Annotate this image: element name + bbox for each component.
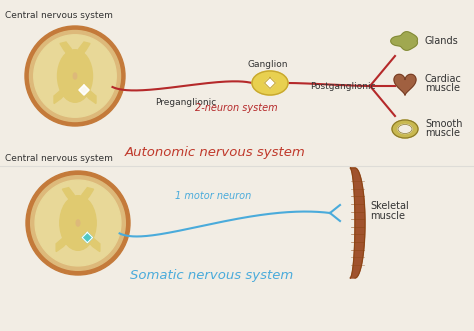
Ellipse shape xyxy=(31,176,125,270)
Text: Postganglionic: Postganglionic xyxy=(310,82,375,91)
Ellipse shape xyxy=(29,30,120,121)
Ellipse shape xyxy=(35,180,121,266)
Text: Glands: Glands xyxy=(425,36,459,46)
Polygon shape xyxy=(391,32,418,50)
Text: Autonomic nervous system: Autonomic nervous system xyxy=(125,146,306,159)
Text: 2-neuron system: 2-neuron system xyxy=(195,103,278,113)
Text: Preganglionic: Preganglionic xyxy=(155,98,216,107)
Text: muscle: muscle xyxy=(370,211,405,221)
Ellipse shape xyxy=(392,120,418,138)
Polygon shape xyxy=(54,85,70,104)
Ellipse shape xyxy=(73,73,77,79)
Polygon shape xyxy=(350,168,365,278)
Polygon shape xyxy=(63,188,81,208)
Polygon shape xyxy=(79,85,89,95)
Ellipse shape xyxy=(26,171,130,275)
Polygon shape xyxy=(394,74,416,95)
Polygon shape xyxy=(60,42,78,61)
Ellipse shape xyxy=(398,124,412,133)
Text: Cardiac: Cardiac xyxy=(425,74,462,84)
Ellipse shape xyxy=(34,35,116,117)
Ellipse shape xyxy=(76,220,80,226)
Polygon shape xyxy=(80,85,96,104)
Text: Smooth: Smooth xyxy=(425,119,463,129)
Polygon shape xyxy=(264,77,275,88)
Polygon shape xyxy=(83,232,100,252)
Text: Somatic nervous system: Somatic nervous system xyxy=(130,269,293,282)
Text: Ganglion: Ganglion xyxy=(248,60,288,69)
Text: Skeletal: Skeletal xyxy=(370,201,409,211)
Text: 1 motor neuron: 1 motor neuron xyxy=(175,191,251,201)
Polygon shape xyxy=(82,232,92,243)
Polygon shape xyxy=(73,42,90,61)
Ellipse shape xyxy=(60,196,96,250)
Text: muscle: muscle xyxy=(425,83,460,93)
Ellipse shape xyxy=(252,71,288,95)
Text: muscle: muscle xyxy=(425,128,460,138)
Ellipse shape xyxy=(25,26,125,126)
Text: Central nervous system: Central nervous system xyxy=(5,154,113,163)
Text: Central nervous system: Central nervous system xyxy=(5,11,113,20)
Polygon shape xyxy=(56,232,73,252)
Polygon shape xyxy=(75,188,93,208)
Ellipse shape xyxy=(57,50,92,102)
